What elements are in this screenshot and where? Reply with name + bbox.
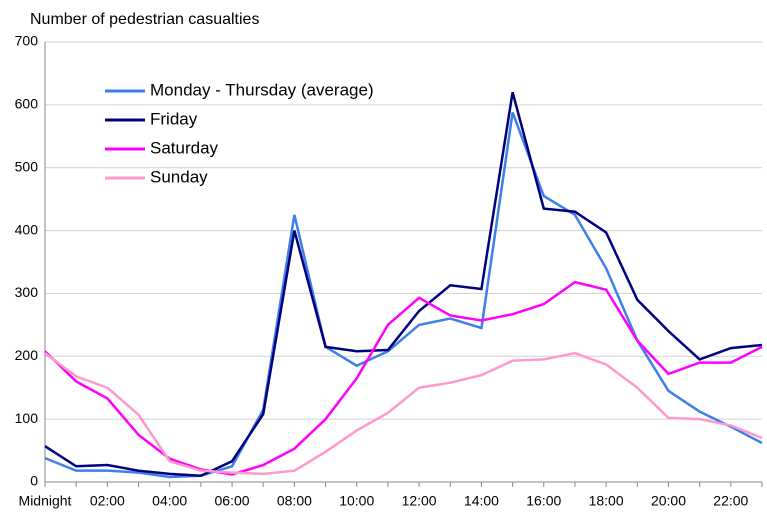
y-tick-label: 100 [15, 410, 39, 426]
x-tick-label: Midnight [19, 493, 72, 509]
x-tick-label: 06:00 [215, 493, 250, 509]
series-line [44, 91, 763, 477]
y-tick-label: 700 [15, 33, 39, 49]
y-tick-label: 200 [15, 347, 39, 363]
x-tick-label: 12:00 [402, 493, 437, 509]
x-tick-label: 20:00 [651, 493, 686, 509]
x-tick-label: 10:00 [339, 493, 374, 509]
x-tick-label: 22:00 [713, 493, 748, 509]
legend-label: Saturday [150, 138, 219, 157]
y-axis-label: Number of pedestrian casualties [30, 11, 259, 28]
x-tick-label: 08:00 [277, 493, 312, 509]
series-line [44, 280, 763, 476]
legend-label: Monday - Thursday (average) [150, 80, 374, 99]
y-tick-label: 400 [15, 221, 39, 237]
x-tick-label: 04:00 [152, 493, 187, 509]
legend-label: Friday [150, 109, 198, 128]
y-tick-label: 0 [30, 473, 38, 489]
x-tick-label: 14:00 [464, 493, 499, 509]
legend-label: Sunday [150, 167, 208, 186]
y-tick-label: 300 [15, 284, 39, 300]
y-tick-label: 500 [15, 158, 39, 174]
series-line [44, 111, 763, 479]
legend: Monday - Thursday (average) Friday Saturda… [105, 80, 374, 186]
y-tick-label: 600 [15, 96, 39, 112]
series-line [44, 351, 763, 476]
x-tick-label: 16:00 [526, 493, 561, 509]
x-tick-label: 18:00 [589, 493, 624, 509]
x-tick-label: 02:00 [90, 493, 125, 509]
